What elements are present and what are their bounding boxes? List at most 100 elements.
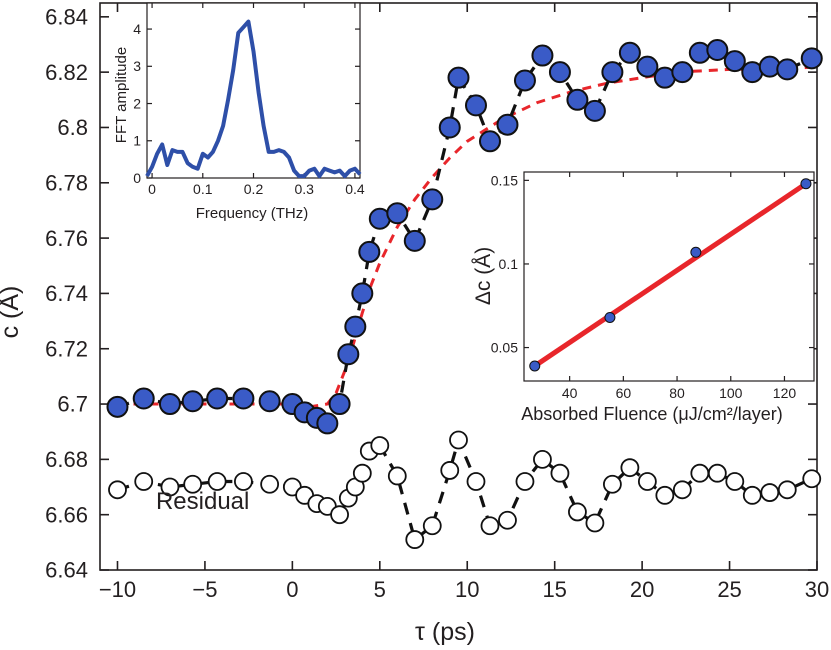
fft-x-axis-label: Frequency (THz): [196, 205, 309, 222]
fft-y-tick-label: 0: [133, 170, 141, 186]
residual-point: [637, 472, 657, 491]
fluence-y-tick-label: 0.1: [499, 256, 519, 272]
fluence-x-tick-label: 120: [773, 385, 797, 401]
residual-point: [370, 436, 390, 455]
residual-point: [515, 472, 535, 491]
residual-point: [134, 472, 154, 491]
residual-point: [568, 502, 587, 522]
residual-point: [466, 472, 486, 491]
residual-point: [690, 463, 710, 483]
fluence-y-axis-label: Δc (Å): [472, 247, 495, 305]
residual-label: Residual: [156, 488, 249, 515]
data-point: [566, 88, 589, 111]
residual-point: [233, 472, 253, 491]
residual-point: [352, 463, 372, 483]
data-point: [464, 94, 487, 117]
main-y-tick-label: 6.68: [45, 447, 88, 472]
main-y-tick-label: 6.64: [45, 558, 88, 583]
residual-point: [742, 485, 762, 505]
residual-point: [802, 469, 822, 489]
fft-y-tick-label: 1: [133, 133, 141, 149]
residual-point: [760, 483, 780, 502]
residual-point: [480, 516, 500, 536]
data-point: [438, 116, 461, 139]
residual-point: [498, 510, 517, 530]
fft-x-tick-label: 0.4: [345, 181, 365, 197]
residual-point: [330, 505, 349, 525]
main-x-tick-label: −10: [99, 577, 136, 602]
residual-point: [440, 461, 460, 480]
fluence-fit-line: [533, 181, 808, 369]
fft-y-axis-label: FFT amplitude: [113, 47, 130, 143]
data-point: [636, 55, 659, 78]
data-point: [496, 113, 519, 136]
data-point: [232, 387, 255, 410]
data-point: [181, 390, 204, 413]
data-point: [513, 69, 536, 92]
data-point: [206, 387, 229, 410]
fluence-x-tick-label: 100: [719, 385, 743, 401]
fluence-inset: 40 60 80 100 120 0.05 0.1 0.15 Absorbed Fluence …: [472, 171, 815, 424]
data-point: [132, 387, 155, 410]
data-point: [723, 50, 746, 73]
main-x-tick-label: 0: [286, 577, 298, 602]
data-point: [800, 47, 823, 70]
fft-y-tick-label: 2: [133, 95, 141, 111]
data-point: [776, 58, 799, 81]
residual-point: [725, 472, 745, 491]
residual-point: [585, 513, 605, 533]
residual-point: [620, 458, 640, 478]
data-point: [478, 130, 501, 153]
data-point: [316, 412, 339, 435]
data-point: [671, 61, 694, 84]
residual-point: [707, 463, 727, 483]
data-point: [106, 395, 129, 418]
fluence-x-axis-label: Absorbed Fluence (μJ/cm²/layer): [521, 404, 782, 424]
main-y-tick-label: 6.66: [45, 502, 88, 527]
main-x-tick-label: 30: [805, 577, 829, 602]
residual-point: [449, 430, 468, 450]
main-y-tick-label: 6.76: [45, 226, 88, 251]
fluence-point: [529, 360, 541, 372]
data-point: [358, 240, 381, 263]
residual-point: [602, 474, 622, 494]
residual-point: [183, 474, 203, 494]
main-x-tick-label: 10: [455, 577, 479, 602]
fluence-x-tick-label: 80: [669, 385, 685, 401]
main-y-tick-label: 6.72: [45, 336, 88, 361]
residual-point: [260, 474, 280, 494]
fluence-point: [800, 178, 812, 190]
data-point: [531, 44, 554, 67]
fft-y-tick-label: 4: [133, 21, 141, 37]
main-y-tick-label: 6.7: [57, 392, 88, 417]
data-point: [618, 41, 641, 64]
fluence-x-tick-label: 40: [562, 385, 578, 401]
data-point: [386, 202, 409, 225]
data-point: [258, 390, 281, 413]
fluence-point: [690, 246, 702, 258]
residual-point: [777, 480, 797, 500]
data-point: [447, 66, 470, 89]
fft-x-tick-label: 0.2: [244, 181, 264, 197]
main-x-tick-label: 25: [717, 577, 741, 602]
main-x-tick-label: 15: [542, 577, 566, 602]
fluence-x-tick-label: 60: [616, 385, 632, 401]
data-point: [328, 393, 351, 416]
fft-curve: [145, 19, 362, 179]
main-y-tick-label: 6.78: [45, 170, 88, 195]
fft-x-tick-label: 0.3: [294, 181, 314, 197]
residual-point: [387, 466, 407, 486]
fluence-y-tick-label: 0.15: [491, 172, 518, 188]
data-point: [403, 229, 426, 252]
data-point: [548, 61, 571, 84]
main-y-axis-label: c (Å): [0, 286, 24, 339]
data-point: [583, 99, 606, 122]
residual-point: [422, 516, 442, 536]
residual-point: [550, 463, 570, 483]
main-y-tick-label: 6.8: [57, 115, 88, 140]
fft-inset: 0 0.1 0.2 0.3 0.4 0 1 2 3 4 Frequency (THz) FFT amp…: [113, 2, 365, 222]
data-point: [158, 393, 181, 416]
